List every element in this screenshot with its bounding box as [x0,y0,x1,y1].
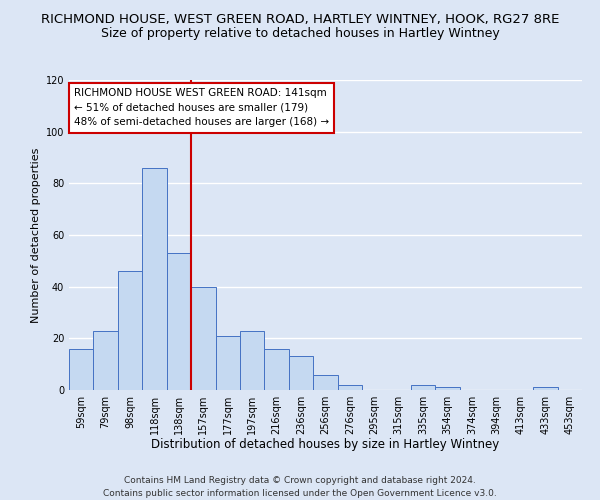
Bar [265,348,289,390]
Text: Contains HM Land Registry data © Crown copyright and database right 2024.
Contai: Contains HM Land Registry data © Crown c… [103,476,497,498]
X-axis label: Distribution of detached houses by size in Hartley Wintney: Distribution of detached houses by size … [151,438,500,452]
Text: RICHMOND HOUSE, WEST GREEN ROAD, HARTLEY WINTNEY, HOOK, RG27 8RE: RICHMOND HOUSE, WEST GREEN ROAD, HARTLEY… [41,12,559,26]
Y-axis label: Number of detached properties: Number of detached properties [31,148,41,322]
Bar [94,330,118,390]
Text: RICHMOND HOUSE WEST GREEN ROAD: 141sqm
← 51% of detached houses are smaller (179: RICHMOND HOUSE WEST GREEN ROAD: 141sqm ←… [74,88,329,128]
Bar [436,388,460,390]
Bar [215,336,240,390]
Bar [411,385,436,390]
Text: Size of property relative to detached houses in Hartley Wintney: Size of property relative to detached ho… [101,28,499,40]
Bar [142,168,167,390]
Bar [289,356,313,390]
Bar [240,330,265,390]
Bar [313,374,338,390]
Bar [69,348,94,390]
Bar [191,286,215,390]
Bar [338,385,362,390]
Bar [533,388,557,390]
Bar [167,253,191,390]
Bar [118,271,142,390]
